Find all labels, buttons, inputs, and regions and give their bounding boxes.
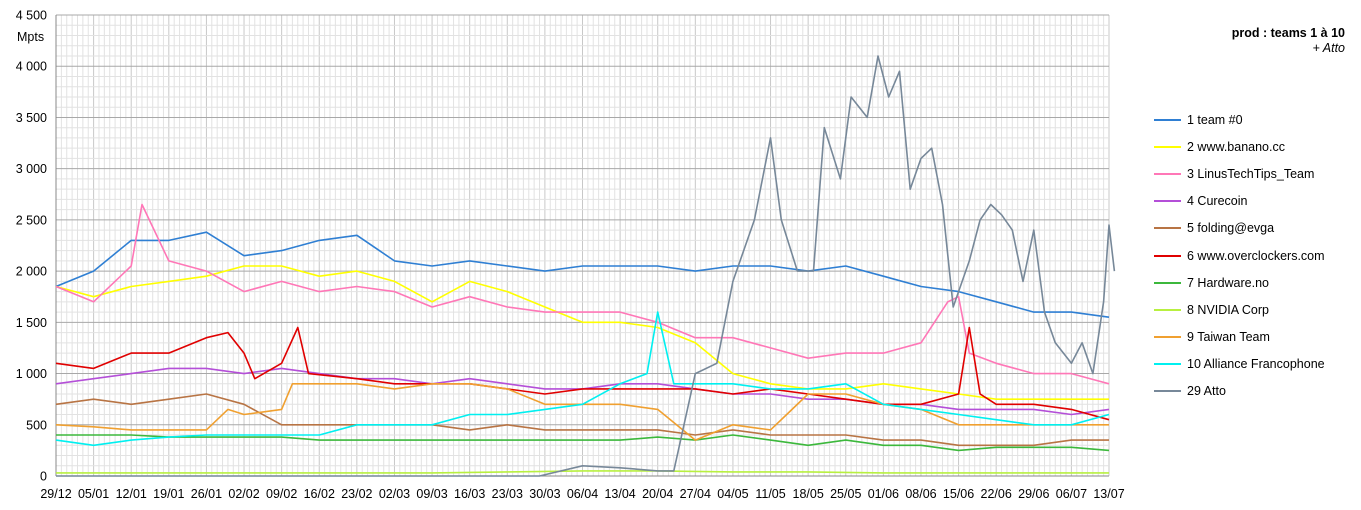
- x-tick-label: 23/02: [341, 487, 372, 501]
- x-tick-label: 09/02: [266, 487, 297, 501]
- legend-label: 9 Taiwan Team: [1187, 330, 1270, 345]
- x-tick-label: 16/03: [454, 487, 485, 501]
- legend-swatch: [1154, 200, 1181, 203]
- legend-swatch: [1154, 118, 1181, 121]
- x-tick-label: 06/04: [567, 487, 598, 501]
- y-tick-label: 0: [40, 470, 47, 484]
- x-tick-label: 18/05: [793, 487, 824, 501]
- legend-item: 3 LinusTechTips_Team: [1154, 160, 1354, 187]
- legend-label: 7 Hardware.no: [1187, 275, 1269, 290]
- legend-swatch: [1154, 336, 1181, 339]
- x-tick-label: 04/05: [717, 487, 748, 501]
- legend-swatch: [1154, 390, 1181, 393]
- legend-swatch: [1154, 145, 1181, 148]
- x-tick-label: 23/03: [492, 487, 523, 501]
- legend-item: 8 NVIDIA Corp: [1154, 296, 1354, 323]
- x-tick-label: 15/06: [943, 487, 974, 501]
- legend-item: 5 folding@evga: [1154, 215, 1354, 242]
- y-tick-label: 2 500: [16, 213, 47, 227]
- y-tick-label: 500: [26, 418, 47, 432]
- legend-item: 29 Atto: [1154, 378, 1354, 405]
- legend-label: 2 www.banano.cc: [1187, 139, 1285, 154]
- legend-swatch: [1154, 363, 1181, 366]
- x-tick-label: 29/06: [1018, 487, 1049, 501]
- series-line: [55, 265, 1109, 401]
- x-tick-label: 19/01: [153, 487, 184, 501]
- legend-swatch: [1154, 227, 1181, 230]
- series-line: [55, 393, 1109, 447]
- legend-swatch: [1154, 254, 1181, 257]
- legend-swatch: [1154, 172, 1181, 175]
- series-line: [56, 55, 1116, 477]
- y-tick-label: 4 000: [16, 60, 47, 74]
- y-tick-label: 1 000: [16, 367, 47, 381]
- x-tick-label: 25/05: [830, 487, 861, 501]
- chart-legend: 1 team #0 2 www.banano.cc 3 LinusTechTips_…: [1154, 106, 1354, 405]
- legend-swatch: [1154, 308, 1181, 311]
- x-tick-label: 09/03: [416, 487, 447, 501]
- chart-series: [55, 55, 1116, 477]
- series-line: [56, 434, 1110, 452]
- x-tick-label: 11/05: [755, 487, 785, 501]
- x-tick-label: 16/02: [304, 487, 335, 501]
- x-tick-label: 06/07: [1056, 487, 1087, 501]
- y-axis-unit-label: Mpts: [17, 30, 44, 44]
- legend-label: 4 Curecoin: [1187, 194, 1248, 209]
- chart-subtitle: + Atto: [1312, 41, 1345, 55]
- chart-title: prod : teams 1 à 10: [1231, 26, 1345, 40]
- x-tick-label: 30/03: [529, 487, 560, 501]
- x-tick-label: 20/04: [642, 487, 673, 501]
- x-tick-label: 26/01: [191, 487, 222, 501]
- legend-item: 7 Hardware.no: [1154, 269, 1354, 296]
- legend-label: 3 LinusTechTips_Team: [1187, 166, 1315, 181]
- x-tick-label: 12/01: [116, 487, 147, 501]
- legend-item: 4 Curecoin: [1154, 188, 1354, 215]
- y-tick-label: 3 500: [16, 111, 47, 125]
- legend-item: 6 www.overclockers.com: [1154, 242, 1354, 269]
- legend-item: 2 www.banano.cc: [1154, 133, 1354, 160]
- y-tick-label: 2 000: [16, 265, 47, 279]
- series-line: [55, 231, 1110, 318]
- y-tick-label: 3 000: [16, 162, 47, 176]
- x-tick-label: 01/06: [868, 487, 899, 501]
- legend-swatch: [1154, 281, 1181, 284]
- chart-title-block: prod : teams 1 à 10 + Atto: [1232, 26, 1345, 56]
- legend-item: 10 Alliance Francophone: [1154, 351, 1354, 378]
- legend-item: 1 team #0: [1154, 106, 1354, 133]
- series-line: [55, 326, 1110, 421]
- x-tick-label: 22/06: [981, 487, 1012, 501]
- series-line: [56, 470, 1109, 474]
- x-tick-label: 13/07: [1093, 487, 1124, 501]
- x-tick-label: 02/02: [228, 487, 259, 501]
- chart-axes: 0 500 1 000 1 500 2 000 2 500 3 000 3 500 4 000 4…: [16, 9, 1125, 502]
- legend-label: 10 Alliance Francophone: [1187, 357, 1325, 372]
- legend-label: 6 www.overclockers.com: [1187, 248, 1325, 263]
- legend-label: 29 Atto: [1187, 384, 1226, 399]
- legend-label: 1 team #0: [1187, 112, 1243, 127]
- y-tick-label: 1 500: [16, 316, 47, 330]
- x-tick-label: 27/04: [680, 487, 711, 501]
- x-tick-label: 29/12: [40, 487, 71, 501]
- y-tick-label: 4 500: [16, 9, 47, 23]
- legend-item: 9 Taiwan Team: [1154, 324, 1354, 351]
- legend-label: 5 folding@evga: [1187, 221, 1275, 236]
- x-tick-label: 05/01: [78, 487, 109, 501]
- x-tick-label: 08/06: [905, 487, 936, 501]
- series-line: [55, 311, 1110, 447]
- x-tick-label: 13/04: [604, 487, 635, 501]
- legend-label: 8 NVIDIA Corp: [1187, 302, 1269, 317]
- chart-grid: [55, 14, 1110, 477]
- x-tick-label: 02/03: [379, 487, 410, 501]
